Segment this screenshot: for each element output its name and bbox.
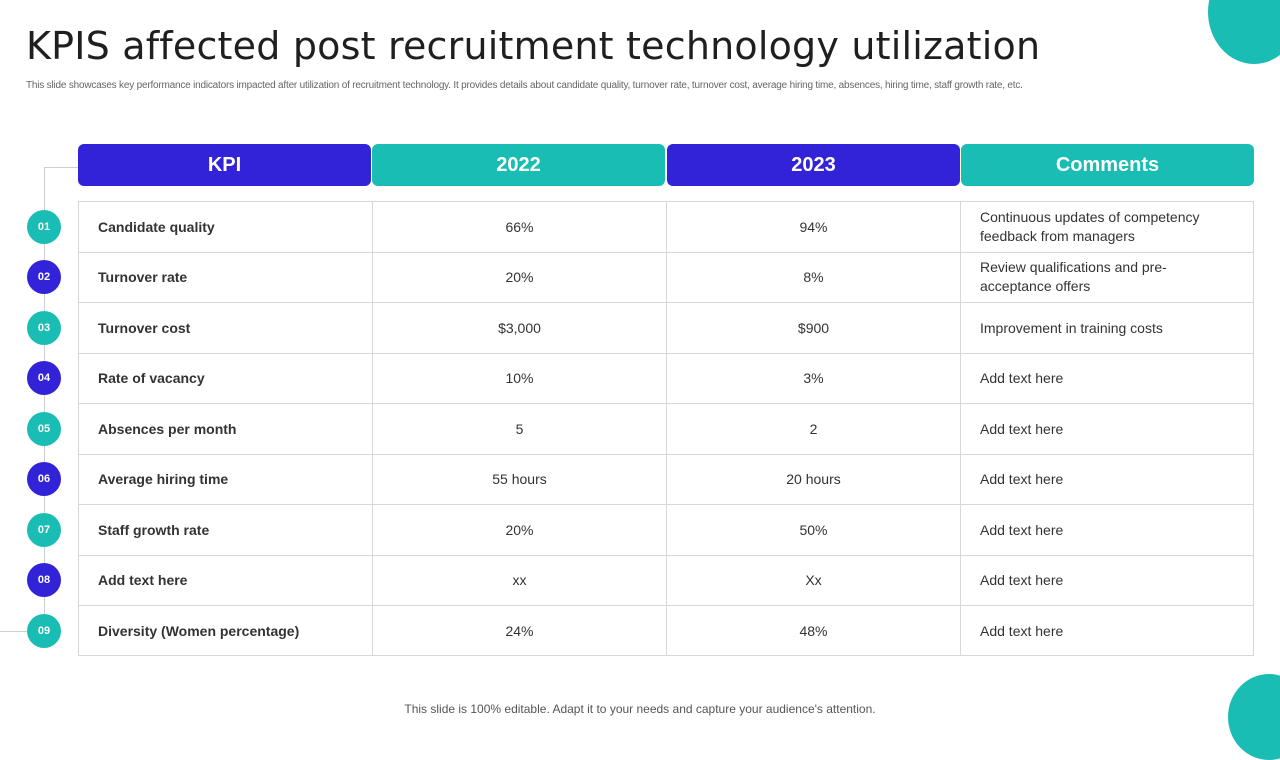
- timeline-connector-top: [44, 167, 78, 168]
- table-row: Add text here xx Xx Add text here: [79, 555, 1253, 606]
- table-row: Staff growth rate 20% 50% Add text here: [79, 505, 1253, 556]
- row-number-badge: 06: [27, 462, 61, 496]
- kpi-cell: Add text here: [79, 555, 373, 605]
- row-number-badge: 05: [27, 412, 61, 446]
- comment-cell: Add text here: [980, 369, 1064, 386]
- table-row: Turnover cost $3,000 $900 Improvement in…: [79, 303, 1253, 354]
- comment-cell: Add text here: [980, 622, 1064, 639]
- table-row: Average hiring time 55 hours 20 hours Ad…: [79, 454, 1253, 505]
- kpi-table: Candidate quality 66% 94% Continuous upd…: [78, 201, 1254, 656]
- table-row: Absences per month 5 2 Add text here: [79, 404, 1253, 455]
- value-2023-cell: $900: [667, 303, 961, 353]
- comment-cell: Add text here: [980, 571, 1064, 588]
- row-number-badge: 07: [27, 513, 61, 547]
- kpi-cell: Diversity (Women percentage): [79, 606, 373, 656]
- table-row: Turnover rate 20% 8% Review qualificatio…: [79, 252, 1253, 303]
- value-2022-cell: 10%: [373, 353, 667, 403]
- decorative-circle-bottom-right: [1228, 674, 1280, 760]
- page-title: KPIS affected post recruitment technolog…: [26, 24, 1041, 68]
- header-comments: Comments: [961, 144, 1254, 186]
- kpi-cell: Average hiring time: [79, 454, 373, 504]
- kpi-cell: Absences per month: [79, 404, 373, 454]
- row-number-badge: 08: [27, 563, 61, 597]
- kpi-cell: Rate of vacancy: [79, 353, 373, 403]
- comment-cell: Add text here: [980, 470, 1064, 487]
- value-2023-cell: Xx: [667, 555, 961, 605]
- row-number-badge: 01: [27, 210, 61, 244]
- table-row: Diversity (Women percentage) 24% 48% Add…: [79, 606, 1253, 656]
- header-2022: 2022: [372, 144, 665, 186]
- value-2022-cell: 66%: [373, 202, 667, 252]
- value-2023-cell: 8%: [667, 252, 961, 302]
- kpi-cell: Turnover cost: [79, 303, 373, 353]
- table-row: Candidate quality 66% 94% Continuous upd…: [79, 202, 1253, 253]
- decorative-circle-top-right: [1208, 0, 1280, 64]
- value-2023-cell: 2: [667, 404, 961, 454]
- comment-cell: Improvement in training costs: [980, 319, 1163, 336]
- comment-cell: Add text here: [980, 420, 1064, 437]
- value-2023-cell: 94%: [667, 202, 961, 252]
- row-number-badge: 04: [27, 361, 61, 395]
- footer-note: This slide is 100% editable. Adapt it to…: [404, 702, 876, 716]
- row-number-badge: 03: [27, 311, 61, 345]
- kpi-cell: Turnover rate: [79, 252, 373, 302]
- value-2023-cell: 50%: [667, 505, 961, 555]
- value-2023-cell: 3%: [667, 353, 961, 403]
- value-2022-cell: 20%: [373, 505, 667, 555]
- comment-cell: Continuous updates of competency feedbac…: [980, 209, 1200, 244]
- value-2022-cell: xx: [373, 555, 667, 605]
- header-2023: 2023: [667, 144, 960, 186]
- timeline-line: [44, 167, 45, 631]
- comment-cell: Add text here: [980, 521, 1064, 538]
- timeline-connector-bottom: [0, 631, 44, 632]
- value-2022-cell: 24%: [373, 606, 667, 656]
- value-2023-cell: 48%: [667, 606, 961, 656]
- header-kpi: KPI: [78, 144, 371, 186]
- page-subtitle: This slide showcases key performance ind…: [26, 80, 1023, 91]
- value-2022-cell: $3,000: [373, 303, 667, 353]
- row-number-badge: 09: [27, 614, 61, 648]
- kpi-cell: Staff growth rate: [79, 505, 373, 555]
- value-2023-cell: 20 hours: [667, 454, 961, 504]
- row-number-badge: 02: [27, 260, 61, 294]
- table-row: Rate of vacancy 10% 3% Add text here: [79, 353, 1253, 404]
- value-2022-cell: 5: [373, 404, 667, 454]
- value-2022-cell: 55 hours: [373, 454, 667, 504]
- value-2022-cell: 20%: [373, 252, 667, 302]
- comment-cell: Review qualifications and pre-acceptance…: [980, 259, 1167, 294]
- kpi-cell: Candidate quality: [79, 202, 373, 252]
